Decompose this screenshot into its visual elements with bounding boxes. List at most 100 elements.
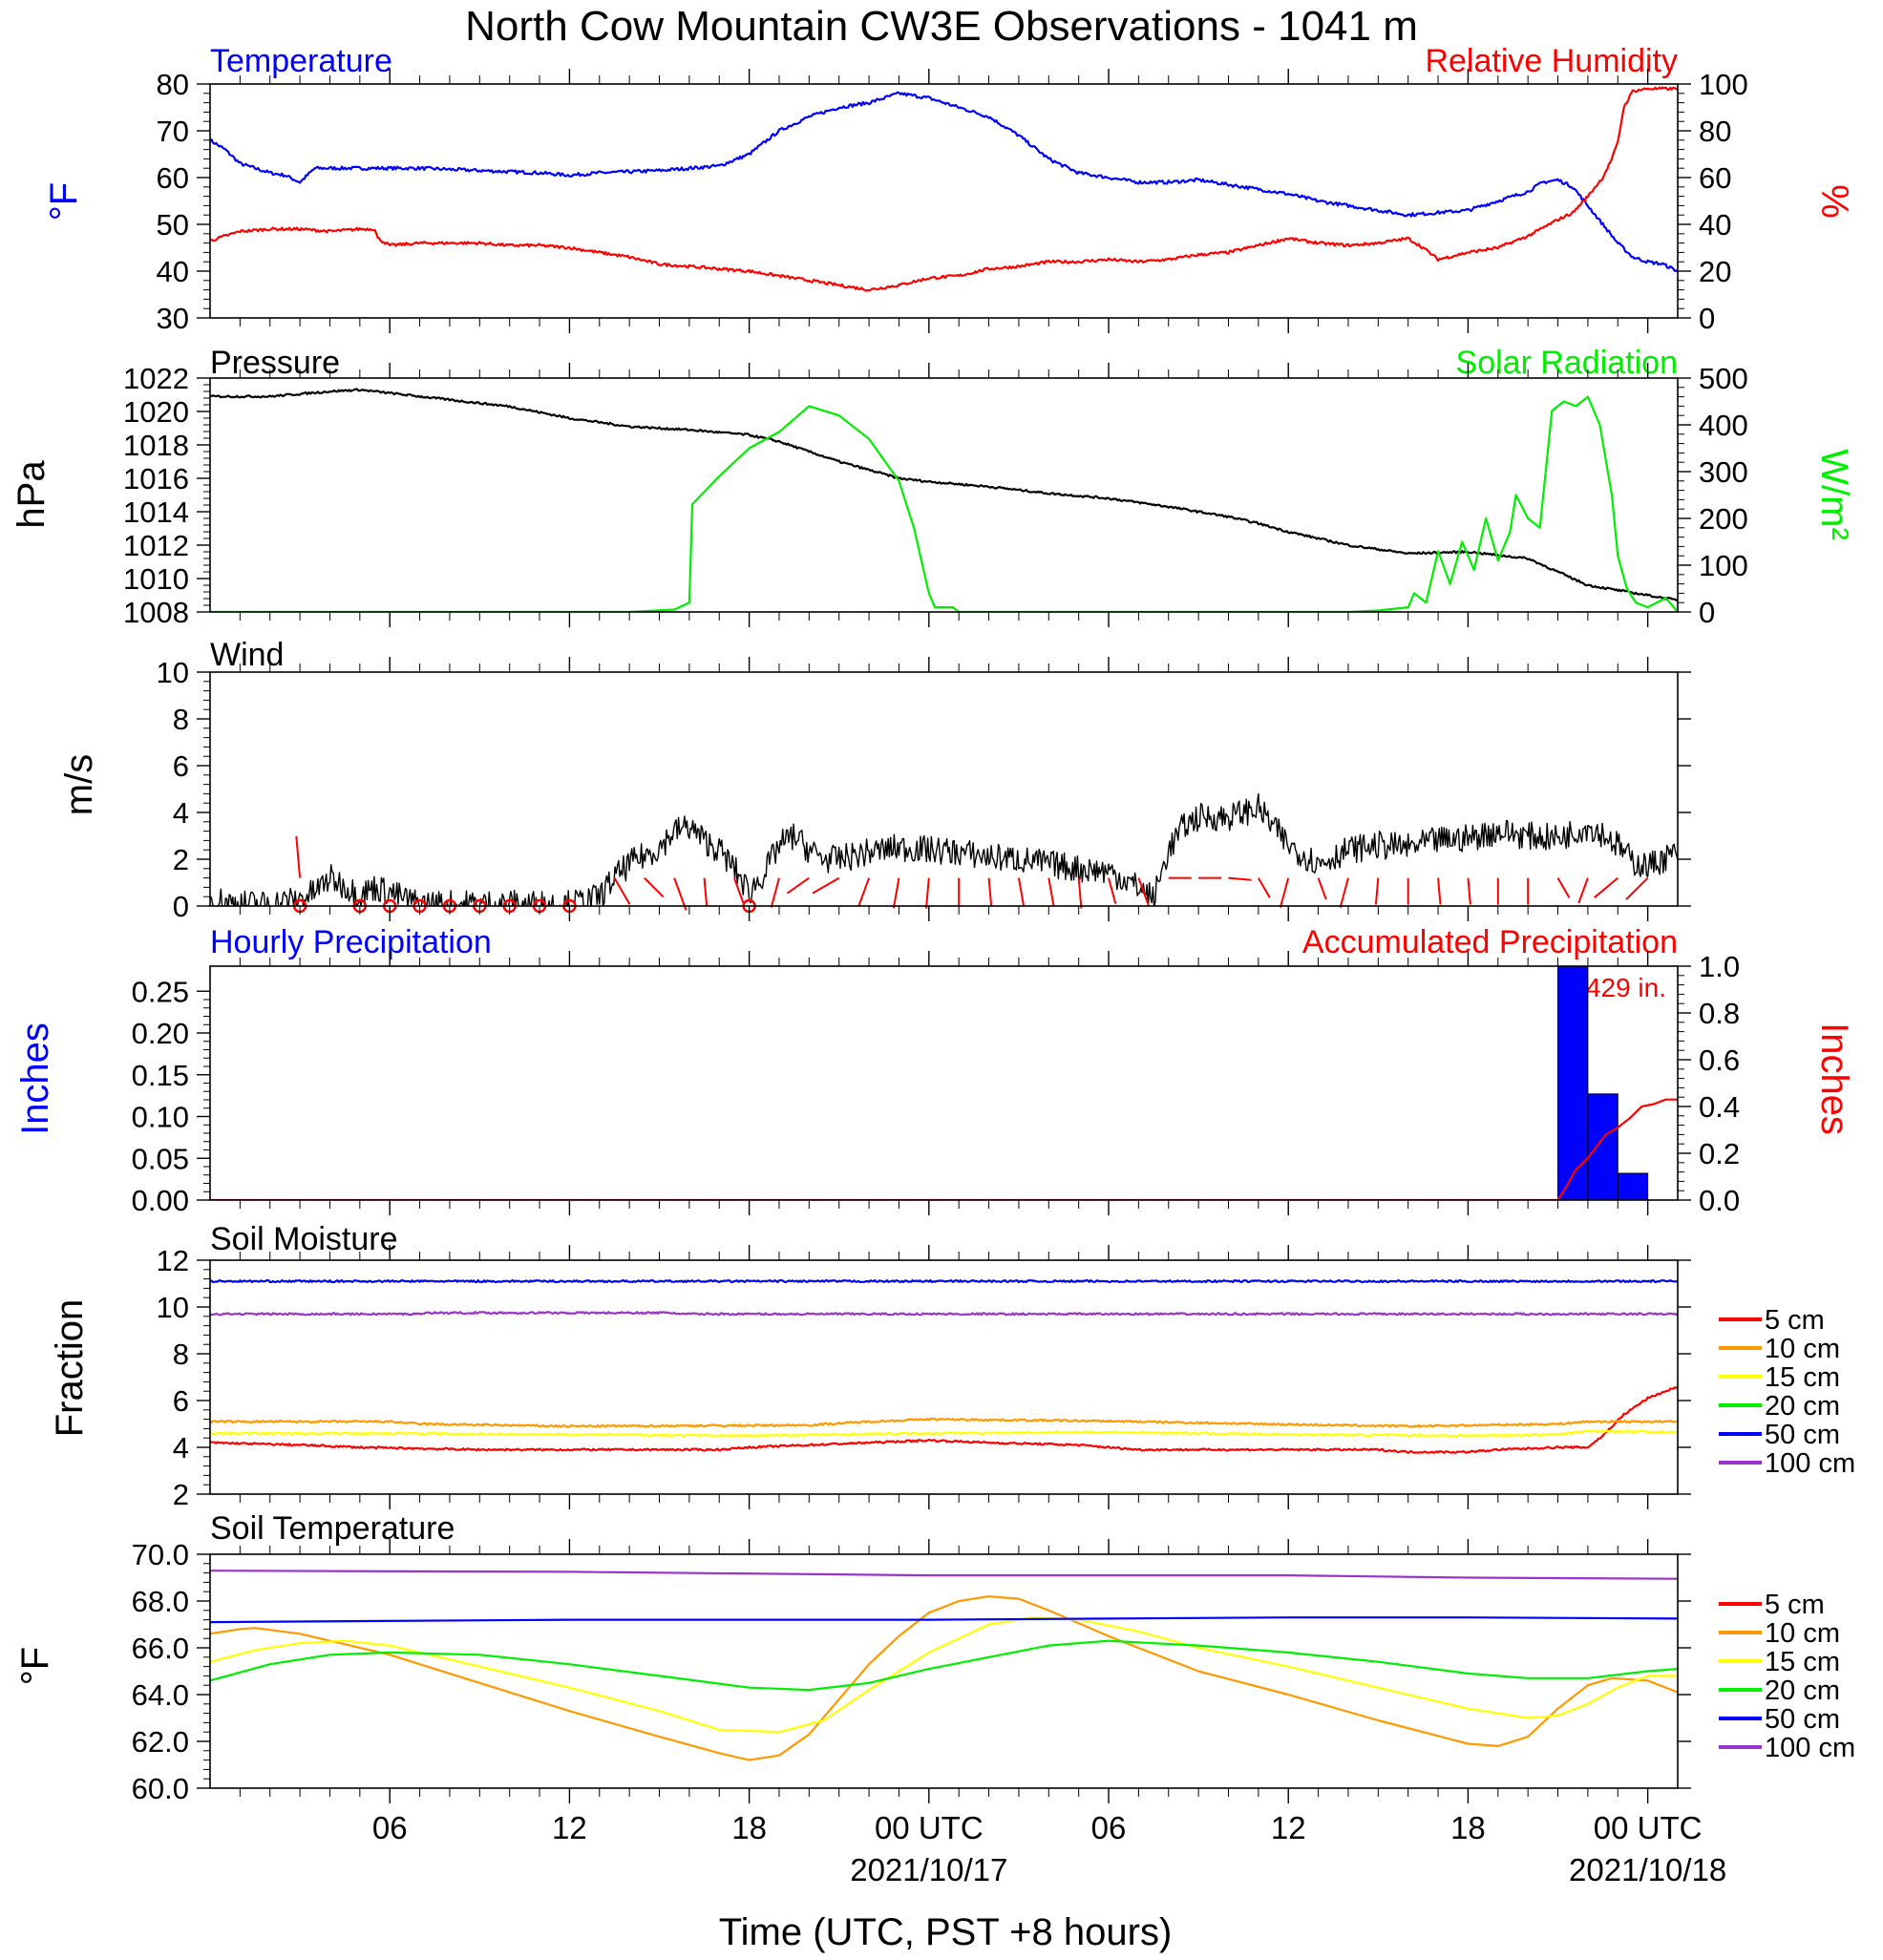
left-tick-label: 1016: [123, 462, 189, 495]
legend-label-5: 100 cm: [1765, 1448, 1855, 1479]
wind-barb-2: [644, 876, 665, 898]
accumulated-precip-title: Accumulated Precipitation: [1302, 924, 1678, 960]
wind-barb-21: [1228, 876, 1252, 881]
left-tick-label: 1010: [123, 562, 189, 596]
right-tick-label: 500: [1699, 362, 1748, 395]
wind-title: Wind: [210, 637, 284, 673]
left-tick-label: 6: [173, 1384, 189, 1418]
left-tick-label: 62.0: [132, 1725, 189, 1759]
left-tick-label: 0.05: [132, 1142, 189, 1175]
soil_temp-series-2: [210, 1616, 1678, 1734]
right-tick-label: 100: [1699, 68, 1748, 101]
pressure-axis-label: hPa: [11, 460, 53, 529]
right-tick-label: 100: [1699, 549, 1748, 582]
left-tick-label: 2: [173, 1478, 189, 1511]
wind-barb-34: [1594, 876, 1619, 898]
right-tick-label: 300: [1699, 455, 1748, 489]
wind-series-0: [210, 792, 1678, 906]
pressure_solar-series-1: [210, 395, 1678, 612]
soil_temp-series-3: [210, 1639, 1678, 1692]
left-tick-label: 66.0: [132, 1632, 189, 1665]
temperature-title: Temperature: [210, 43, 392, 79]
left-tick-label: 70.0: [132, 1538, 189, 1571]
left-tick-label: 8: [173, 1338, 189, 1371]
legend-label-2: 15 cm: [1765, 1647, 1840, 1677]
legend-label-0: 5 cm: [1765, 1305, 1825, 1336]
soil_moisture-series-1: [210, 1417, 1678, 1428]
right-tick-label: 40: [1699, 208, 1731, 242]
wind-barb-16: [1077, 877, 1083, 909]
x-tick-label-1: 12: [552, 1810, 587, 1845]
wind-barb-5: [732, 877, 745, 904]
left-tick-label: 1008: [123, 596, 189, 629]
right-tick-label: 0.4: [1699, 1090, 1740, 1124]
right-tick-label: 60: [1699, 161, 1731, 195]
x-tick-label-4: 06: [1091, 1810, 1127, 1845]
wind-barb-24: [1317, 877, 1327, 900]
wind-barb-32: [1556, 877, 1571, 898]
precip-bar-1: [1587, 1093, 1619, 1200]
time-axis: 06 12 18 00 UTC 2021/10/17 06 12 18 00 UTC 2021/1…: [372, 1810, 1726, 1887]
wind-barb-18: [1137, 877, 1151, 908]
wind-barb-3: [673, 877, 688, 911]
x-tick-label-3: 00 UTC: [875, 1810, 984, 1845]
right-tick-label: 0.6: [1699, 1043, 1740, 1077]
legend-label-5: 100 cm: [1765, 1733, 1855, 1763]
x-tick-label-7: 00 UTC: [1594, 1810, 1703, 1845]
temp_rh-series-1: [210, 86, 1678, 292]
legend-label-4: 50 cm: [1765, 1420, 1840, 1450]
wind-frame: [209, 671, 1679, 907]
right-tick-label: 0.0: [1699, 1184, 1740, 1217]
left-tick-label: 80: [157, 68, 189, 101]
legend-label-2: 15 cm: [1765, 1362, 1840, 1393]
humidity-axis-label: %: [1813, 184, 1855, 219]
right-tick-label: 80: [1699, 115, 1731, 148]
legend-label-3: 20 cm: [1765, 1391, 1840, 1422]
solar-radiation-title: Solar Radiation: [1456, 345, 1678, 381]
soil-moisture-title: Soil Moisture: [210, 1221, 398, 1257]
x-tick-label-0: 06: [372, 1810, 408, 1845]
temp_rh-frame: [209, 83, 1679, 319]
soil-moisture-axis-label: Fraction: [49, 1299, 91, 1438]
x-date-label-7: 2021/10/18: [1569, 1852, 1726, 1887]
wind-barb-9: [857, 877, 871, 908]
wind-barb-15: [1047, 877, 1055, 907]
left-tick-label: 60.0: [132, 1772, 189, 1805]
temp_rh-series-0: [210, 91, 1678, 273]
x-tick-label-5: 12: [1271, 1810, 1306, 1845]
left-tick-label: 1018: [123, 429, 189, 462]
legend-label-3: 20 cm: [1765, 1675, 1840, 1706]
left-tick-label: 50: [157, 208, 189, 242]
wind-barb-6: [770, 877, 780, 908]
legend-label-1: 10 cm: [1765, 1618, 1840, 1649]
soil-temperature-axis-label: °F: [14, 1647, 56, 1685]
temperature-axis-label: °F: [43, 182, 85, 221]
left-tick-label: 64.0: [132, 1678, 189, 1712]
legend-label-4: 50 cm: [1765, 1704, 1840, 1735]
left-tick-label: 0.20: [132, 1017, 189, 1050]
right-tick-label: 200: [1699, 502, 1748, 536]
soil-temperature-panel: Soil Temperature °F 60.0 62.0 64.0 66.0 68.0…: [14, 1510, 1855, 1805]
solar-axis-label: W/m²: [1813, 449, 1855, 540]
soil_moisture-series-2: [210, 1429, 1678, 1438]
wind-barb-0: [295, 835, 302, 878]
x-date-label-3: 2021/10/17: [850, 1852, 1007, 1887]
precip-bar-0: [1557, 966, 1589, 1200]
left-tick-label: 4: [173, 1431, 189, 1465]
wind-barb-1: [613, 877, 631, 905]
wind-barb-35: [1625, 876, 1649, 900]
pressure_solar-frame: [209, 377, 1679, 613]
wind-panel: Wind m/s 0 2 4 6 8 10: [58, 637, 1691, 923]
precip-frame: [209, 965, 1679, 1201]
wind-barb-11: [925, 877, 930, 909]
precip-series-0: [210, 1098, 1678, 1200]
wind-barb-13: [987, 877, 993, 907]
left-tick-label: 68.0: [132, 1585, 189, 1618]
pressure-title: Pressure: [210, 345, 340, 381]
pressure-solar-panel: Pressure Solar Radiation hPa W/m² 100810…: [11, 345, 1855, 629]
precip-plot-area: [210, 966, 1678, 1200]
precipitation-panel: Hourly Precipitation Accumulated Precipi…: [14, 924, 1855, 1217]
legend-label-0: 5 cm: [1765, 1590, 1825, 1620]
left-tick-label: 1022: [123, 362, 189, 395]
